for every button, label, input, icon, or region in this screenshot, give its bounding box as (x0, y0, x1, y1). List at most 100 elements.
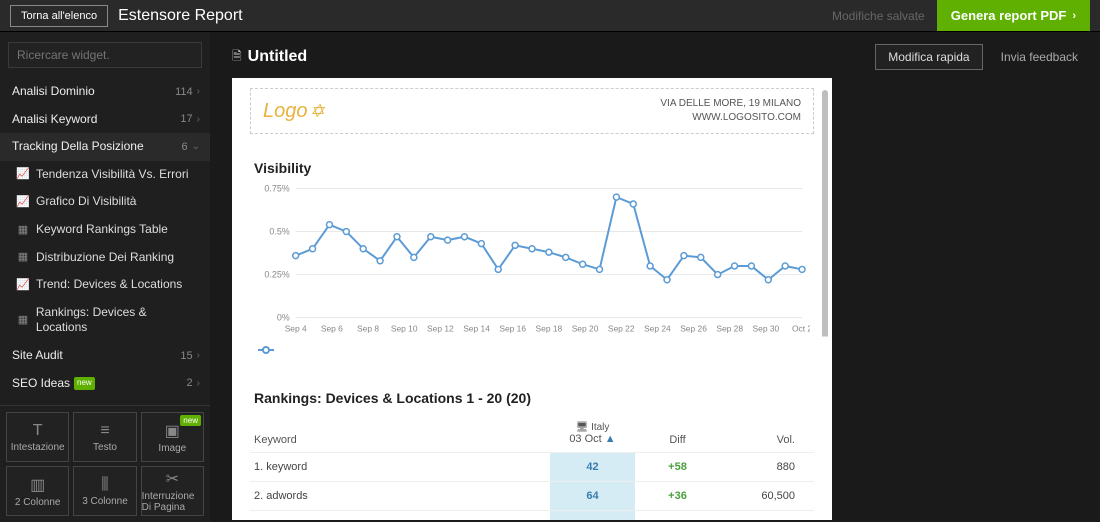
back-button[interactable]: Torna all'elenco (10, 5, 108, 27)
doc-title[interactable]: Untitled (248, 48, 308, 66)
svg-text:Sep 4: Sep 4 (285, 324, 307, 334)
cell-date: 64 (550, 482, 635, 510)
search-input[interactable] (17, 48, 193, 62)
chart-line-icon: 📈 (16, 195, 30, 209)
svg-text:Oct 2: Oct 2 (792, 324, 810, 334)
svg-text:Sep 30: Sep 30 (753, 324, 780, 334)
rankings-title: Rankings: Devices & Locations 1 - 20 (20… (254, 390, 814, 406)
tool-pagebreak[interactable]: ✂Interruzione Di Pagina (141, 466, 204, 516)
nav-sub-grafico[interactable]: 📈Grafico Di Visibilità (0, 188, 210, 216)
chevron-right-icon: › (1072, 10, 1076, 22)
chevron-down-icon: ⌄ (192, 140, 200, 153)
new-badge: new (180, 415, 201, 426)
image-icon: ▣ (165, 421, 180, 441)
table-icon: ▦ (16, 313, 30, 327)
svg-text:Sep 6: Sep 6 (321, 324, 343, 334)
tool-image[interactable]: new▣Image (141, 412, 204, 462)
svg-text:Sep 8: Sep 8 (357, 324, 379, 334)
logo: Logo✡ (263, 100, 325, 123)
table-row[interactable]: 1. keyword42+58880 (250, 452, 814, 481)
svg-text:Sep 24: Sep 24 (644, 324, 671, 334)
chevron-right-icon: › (197, 85, 200, 98)
generate-pdf-label: Genera report PDF (951, 8, 1067, 23)
table-row[interactable]: 2. adwords64+3660,500 (250, 481, 814, 510)
svg-text:Sep 14: Sep 14 (463, 324, 490, 334)
col-date[interactable]: 🖥 Italy 03 Oct ▲ (550, 416, 635, 452)
svg-text:Sep 20: Sep 20 (572, 324, 599, 334)
nav-analisi-keyword[interactable]: Analisi Keyword17› (0, 106, 210, 134)
nav-analisi-dominio[interactable]: Analisi Dominio114› (0, 78, 210, 106)
scissors-icon: ✂ (166, 469, 179, 489)
svg-text:0.75%: 0.75% (264, 184, 289, 194)
cell-date: 42 (550, 453, 635, 481)
generate-pdf-button[interactable]: Genera report PDF › (937, 0, 1090, 31)
device-icon: 🖥 (576, 422, 589, 433)
nav-sub-tendenza[interactable]: 📈Tendenza Visibilità Vs. Errori (0, 161, 210, 189)
table-icon: ▦ (16, 223, 30, 237)
rankings-header: Keyword 🖥 Italy 03 Oct ▲ Diff Vol. (250, 416, 814, 452)
cell-vol: 60,500 (720, 482, 805, 510)
tool-heading[interactable]: TIntestazione (6, 412, 69, 462)
app-title: Estensore Report (118, 7, 243, 25)
svg-text:Sep 12: Sep 12 (427, 324, 454, 334)
nav-seo-ideas[interactable]: SEO Ideasnew2› (0, 370, 210, 398)
address-block: VIA DELLE MORE, 19 MILANO WWW.LOGOSITO.C… (660, 97, 801, 125)
text-t-icon: T (33, 422, 43, 440)
nav-social[interactable]: Strumento Social Media20› (0, 397, 210, 405)
chart-line-icon: 📈 (16, 278, 30, 292)
report-paper: Logo✡ VIA DELLE MORE, 19 MILANO WWW.LOGO… (232, 78, 832, 520)
toolbox: TIntestazione ≡Testo new▣Image ▥2 Colonn… (0, 405, 210, 522)
star-icon: ✡ (310, 101, 325, 122)
paper-scroll[interactable]: Logo✡ VIA DELLE MORE, 19 MILANO WWW.LOGO… (210, 78, 1100, 520)
nav-site-audit[interactable]: Site Audit15› (0, 342, 210, 370)
main-area: 🗎 Untitled Modifica rapida Invia feedbac… (210, 32, 1100, 522)
chart-line-icon: 📈 (16, 167, 30, 181)
document-icon: 🗎 (232, 47, 242, 68)
nav-sub-trend[interactable]: 📈Trend: Devices & Locations (0, 271, 210, 299)
svg-text:Sep 16: Sep 16 (499, 324, 526, 334)
table-icon: ▦ (16, 250, 30, 264)
visibility-chart: 0.75%0.5%0.25%0%Sep 4Sep 6Sep 8Sep 10Sep… (254, 182, 810, 342)
cell-vol: 880 (720, 453, 805, 481)
saved-status: Modifiche salvate (832, 9, 925, 23)
table-row[interactable]: 3. web marketing2+86,600 (250, 510, 814, 520)
cell-keyword: 3. web marketing (250, 511, 550, 520)
search-box[interactable] (8, 42, 202, 68)
nav-sub-distrib[interactable]: ▦Distribuzione Dei Ranking (0, 244, 210, 272)
tool-2col[interactable]: ▥2 Colonne (6, 466, 69, 516)
col-keyword: Keyword (250, 416, 550, 452)
svg-text:0.25%: 0.25% (264, 270, 289, 280)
tool-3col[interactable]: ⫼3 Colonne (73, 466, 136, 516)
cell-keyword: 2. adwords (250, 482, 550, 510)
col-diff: Diff (635, 416, 720, 452)
nav-tracking[interactable]: Tracking Della Posizione6⌄ (0, 133, 210, 161)
cell-diff: +58 (635, 453, 720, 481)
scrollbar[interactable] (822, 90, 828, 520)
tool-text[interactable]: ≡Testo (73, 412, 136, 462)
svg-text:Sep 26: Sep 26 (680, 324, 707, 334)
nav-sub-table[interactable]: ▦Keyword Rankings Table (0, 216, 210, 244)
chevron-right-icon: › (197, 377, 200, 390)
columns-3-icon: ⫼ (101, 476, 108, 494)
cell-diff: +8 (635, 511, 720, 520)
legend-marker (258, 344, 814, 358)
svg-text:0.5%: 0.5% (269, 227, 289, 237)
feedback-link[interactable]: Invia feedback (1001, 50, 1078, 64)
col-vol: Vol. (720, 416, 805, 452)
address-line1: VIA DELLE MORE, 19 MILANO (660, 97, 801, 111)
svg-text:Sep 28: Sep 28 (716, 324, 743, 334)
chevron-right-icon: › (197, 349, 200, 362)
sidebar: Analisi Dominio114› Analisi Keyword17› T… (0, 32, 210, 522)
columns-2-icon: ▥ (30, 475, 45, 495)
doc-header: 🗎 Untitled Modifica rapida Invia feedbac… (210, 32, 1100, 78)
svg-text:Sep 22: Sep 22 (608, 324, 635, 334)
cell-diff: +36 (635, 482, 720, 510)
svg-text:Sep 18: Sep 18 (536, 324, 563, 334)
svg-text:Sep 10: Sep 10 (391, 324, 418, 334)
new-badge: new (74, 377, 95, 389)
quick-edit-button[interactable]: Modifica rapida (875, 44, 982, 70)
lines-icon: ≡ (100, 422, 109, 440)
cell-keyword: 1. keyword (250, 453, 550, 481)
cell-vol: 6,600 (720, 511, 805, 520)
nav-sub-rankings[interactable]: ▦Rankings: Devices & Locations (0, 299, 210, 342)
